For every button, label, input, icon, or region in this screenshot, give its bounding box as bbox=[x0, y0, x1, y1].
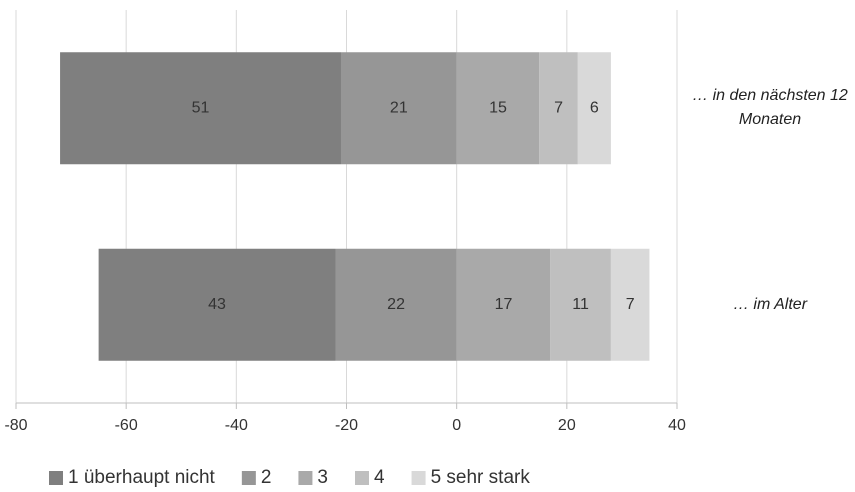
bar-segment bbox=[456, 52, 540, 165]
data-label: 22 bbox=[387, 296, 405, 313]
data-label: 6 bbox=[590, 99, 599, 116]
data-label: 21 bbox=[390, 99, 408, 116]
bar-segment bbox=[98, 248, 336, 361]
bar-segment bbox=[340, 52, 457, 165]
data-label: 7 bbox=[626, 296, 635, 313]
bar-segment bbox=[577, 52, 611, 165]
legend-swatch bbox=[49, 471, 63, 485]
x-tick-label: -40 bbox=[225, 417, 248, 434]
x-tick-label: -20 bbox=[335, 417, 358, 434]
legend-swatch bbox=[355, 471, 369, 485]
data-label: 17 bbox=[495, 296, 513, 313]
legend-label: 1 überhaupt nicht bbox=[68, 467, 216, 488]
data-label: 15 bbox=[489, 99, 507, 116]
bar-segment bbox=[60, 52, 341, 165]
bar-segment bbox=[610, 248, 650, 361]
legend-label: 3 bbox=[317, 467, 328, 488]
data-label: 43 bbox=[208, 296, 226, 313]
data-label: 7 bbox=[554, 99, 563, 116]
x-tick-label: 20 bbox=[558, 417, 576, 434]
legend-label: 2 bbox=[261, 467, 272, 488]
category-label: … in den nächsten 12 Monaten bbox=[692, 87, 848, 129]
bar-segment bbox=[539, 52, 578, 165]
legend-label: 4 bbox=[374, 467, 385, 488]
legend-swatch bbox=[298, 471, 313, 485]
data-label: 51 bbox=[192, 99, 210, 116]
bar-segment bbox=[550, 248, 611, 361]
x-tick-label: -80 bbox=[4, 417, 27, 434]
bar-segment bbox=[456, 248, 551, 361]
x-tick-label: 40 bbox=[668, 417, 686, 434]
data-label: 11 bbox=[572, 296, 589, 313]
legend-label: 5 sehr stark bbox=[431, 467, 531, 488]
legend-swatch bbox=[241, 471, 256, 485]
bar-segment bbox=[335, 248, 457, 361]
x-tick-label: -60 bbox=[115, 417, 138, 434]
category-label: … im Alter bbox=[732, 295, 808, 313]
x-tick-label: 0 bbox=[452, 417, 461, 434]
legend-swatch bbox=[411, 471, 426, 485]
